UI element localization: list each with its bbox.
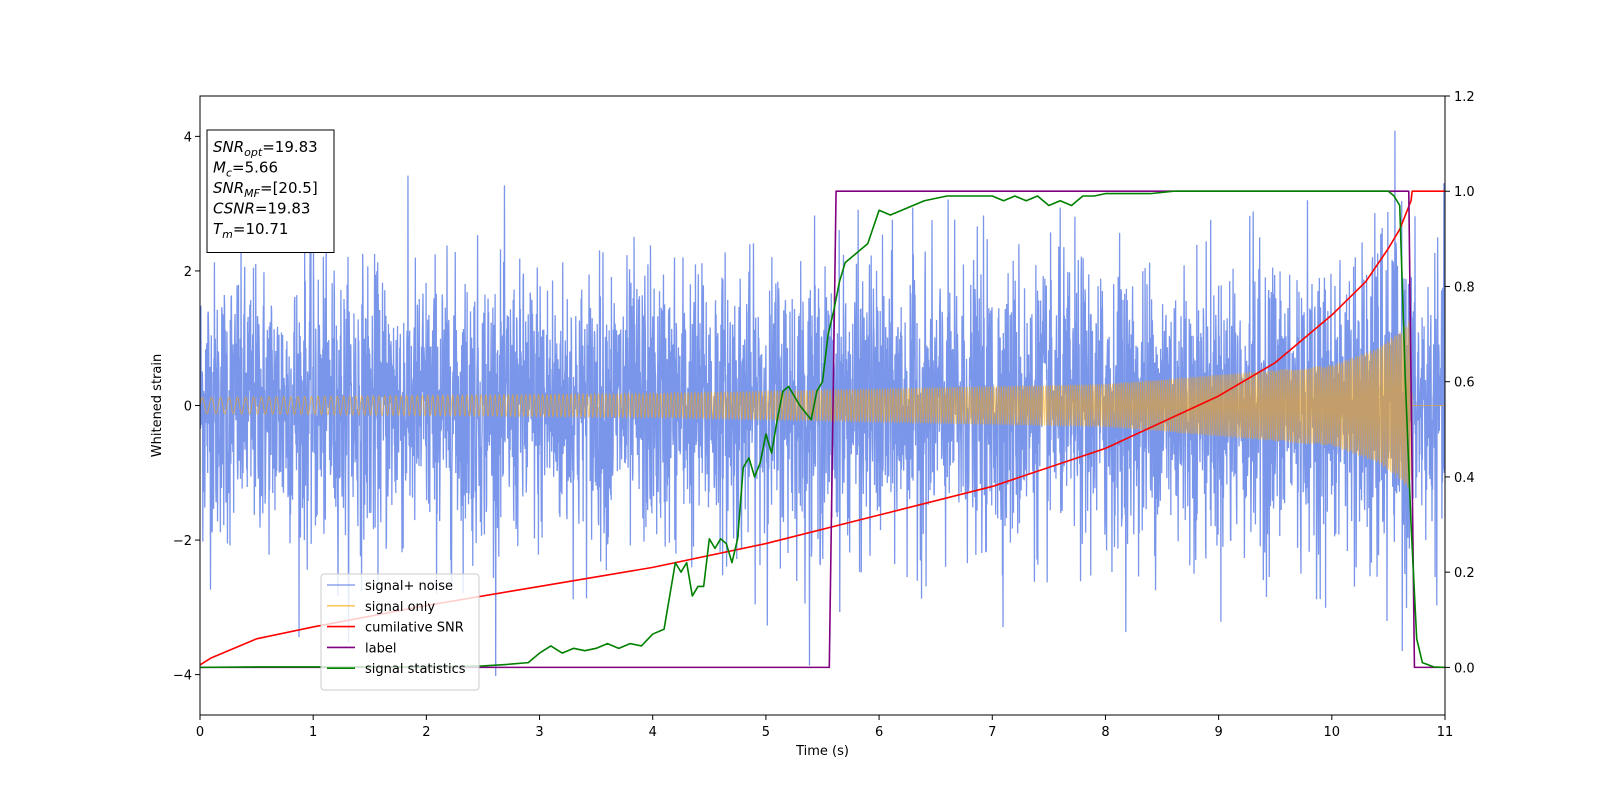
- annotation-box: SNRopt=19.83Mc=5.66SNRMF=[20.5]CSNR=19.8…: [206, 129, 335, 253]
- y2-tick-label: 0.8: [1454, 280, 1475, 295]
- annotation-line: SNRopt=19.83: [213, 138, 318, 159]
- y-tick-label: 4: [184, 130, 192, 145]
- x-tick-label: 3: [535, 725, 543, 740]
- y-tick-label: 2: [184, 265, 192, 280]
- y2-tick-label: 0.2: [1454, 566, 1475, 581]
- x-tick-label: 6: [875, 725, 883, 740]
- y2-tick-label: 1.0: [1454, 185, 1475, 200]
- x-tick-label: 4: [649, 725, 657, 740]
- y-tick-label: −4: [173, 669, 192, 684]
- legend-label: label: [365, 641, 396, 656]
- annotation-line: SNRMF=[20.5]: [213, 179, 318, 200]
- x-axis-label: Time (s): [795, 744, 849, 759]
- x-tick-label: 11: [1437, 725, 1454, 740]
- annotation-frame: [206, 129, 335, 253]
- legend-frame: [320, 573, 480, 691]
- annotation-line: Mc=5.66: [213, 159, 278, 180]
- x-tick-label: 5: [762, 725, 770, 740]
- y-axis-label: Whitened strain: [150, 354, 165, 457]
- x-tick-label: 10: [1324, 725, 1341, 740]
- legend-label: cumilative SNR: [365, 621, 464, 636]
- x-tick-label: 0: [196, 725, 204, 740]
- annotation-line: CSNR=19.83: [213, 200, 310, 218]
- y2-tick-label: 0.6: [1454, 376, 1475, 391]
- x-tick-label: 1: [309, 725, 317, 740]
- x-tick-label: 7: [988, 725, 996, 740]
- y2-tick-label: 0.0: [1454, 661, 1475, 676]
- y2-tick-label: 1.2: [1454, 90, 1475, 105]
- legend-label: signal+ noise: [365, 579, 453, 594]
- series-signal-only-line: [200, 320, 1445, 492]
- y-tick-label: −2: [173, 534, 192, 549]
- x-tick-label: 9: [1214, 725, 1222, 740]
- legend-label: signal only: [365, 600, 435, 615]
- annotation-line: Tm=10.71: [213, 220, 288, 241]
- series-signal-statistics-line: [200, 190, 1445, 669]
- series-label-line: [200, 190, 1445, 669]
- y-tick-label: 0: [184, 400, 192, 415]
- x-tick-label: 2: [422, 725, 430, 740]
- y2-tick-label: 0.4: [1454, 471, 1475, 486]
- x-tick-label: 8: [1101, 725, 1109, 740]
- legend-label: signal statistics: [365, 662, 466, 677]
- legend: signal+ noise signal only cumilative SNR la…: [320, 573, 480, 691]
